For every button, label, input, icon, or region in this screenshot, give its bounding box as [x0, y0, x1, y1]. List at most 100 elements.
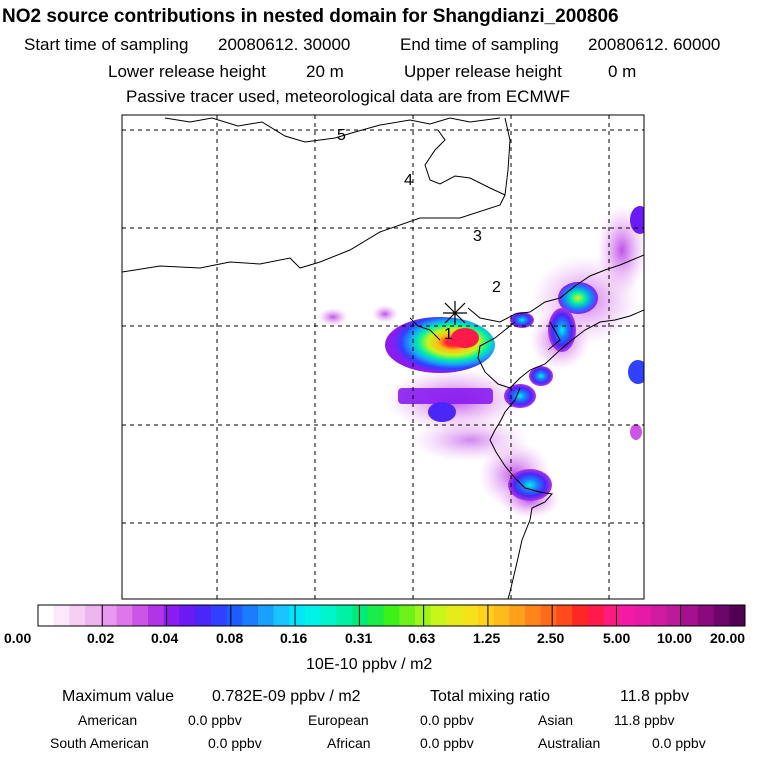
map-label-5: 5	[337, 127, 346, 144]
plume-cell	[630, 424, 642, 440]
colorbar-tick-label: 2.50	[537, 630, 565, 646]
coastline	[122, 117, 644, 599]
colorbar-swatch	[430, 605, 447, 626]
colorbar-tick-label: 0.00	[4, 630, 32, 646]
colorbar-tick-label: 0.31	[345, 630, 373, 646]
upper-height-value: 0 m	[608, 62, 637, 81]
region-value: 0.0 ppbv	[420, 735, 474, 751]
region-value: 0.0 ppbv	[208, 735, 262, 751]
map-label-1: 1	[444, 326, 453, 343]
colorbar-swatch	[509, 605, 526, 626]
colorbar-swatch	[572, 605, 589, 626]
plume-cell	[504, 384, 536, 408]
colorbar-tick-label: 0.08	[216, 630, 244, 646]
colorbar-swatch	[462, 605, 479, 626]
colorbar-swatch	[493, 605, 510, 626]
colorbar-tick-label: 20.00	[710, 630, 746, 646]
colorbar-swatch	[132, 605, 149, 626]
colorbar-swatch	[226, 605, 243, 626]
colorbar-swatch	[525, 605, 542, 626]
colorbar-units: 10E-10 ppbv / m2	[306, 656, 433, 673]
colorbar-swatch	[273, 605, 290, 626]
colorbar-swatch	[666, 605, 683, 626]
region-name: American	[78, 712, 138, 728]
colorbar-swatch	[415, 605, 432, 626]
colorbar-swatch	[305, 605, 322, 626]
colorbar-swatch	[697, 605, 714, 626]
colorbar-swatch	[399, 605, 416, 626]
plume-cell	[548, 308, 576, 352]
colorbar-swatch	[116, 605, 133, 626]
plume-cell	[508, 469, 552, 501]
region-name: South American	[50, 735, 149, 751]
region-name: Asian	[538, 712, 574, 728]
total-mixing-label: Total mixing ratio	[430, 688, 551, 705]
chart-title: NO2 source contributions in nested domai…	[2, 6, 619, 27]
region-name: European	[308, 712, 369, 728]
colorbar-tick-label: 5.00	[603, 630, 631, 646]
end-time-label: End time of sampling	[400, 35, 559, 54]
map-label-4: 4	[404, 172, 413, 189]
colorbar-swatch	[163, 605, 180, 626]
plume-cell	[558, 282, 598, 314]
colorbar-swatch	[352, 605, 369, 626]
start-time-value: 20080612. 30000	[218, 35, 351, 54]
region-value: 0.0 ppbv	[420, 712, 474, 728]
plume-cell	[428, 402, 456, 422]
colorbar-swatch	[336, 605, 353, 626]
colorbar-swatch	[242, 605, 259, 626]
colorbar-swatch	[85, 605, 102, 626]
colorbar-swatch	[147, 605, 165, 626]
colorbar-swatch	[713, 605, 730, 626]
receptor-marker-icon	[443, 301, 467, 325]
plume-cell	[630, 206, 644, 234]
plume-cell	[398, 388, 493, 404]
colorbar-swatch	[682, 605, 699, 626]
plume-cell	[318, 308, 348, 326]
plume-max	[451, 328, 479, 348]
colorbar-swatch	[289, 605, 306, 626]
colorbar-tick-label: 0.04	[151, 630, 179, 646]
region-value: 0.0 ppbv	[188, 712, 242, 728]
colorbar-swatch	[383, 605, 400, 626]
plume-cell	[510, 312, 534, 328]
colorbar-tick-label: 1.25	[473, 630, 501, 646]
max-value-label: Maximum value	[62, 688, 175, 705]
region-value: 11.8 ppbv	[614, 712, 675, 728]
colorbar-swatch	[179, 605, 196, 626]
end-time-value: 20080612. 60000	[588, 35, 721, 54]
colorbar-tick-label: 0.63	[408, 630, 436, 646]
colorbar-tick-label: 0.02	[87, 630, 115, 646]
colorbar-swatch	[100, 605, 117, 626]
colorbar-swatch	[257, 605, 275, 626]
plume-cell	[628, 360, 644, 384]
colorbar-swatch	[603, 605, 620, 626]
map-figure: 1 2 3 4 5	[37, 114, 746, 627]
region-name: Australian	[538, 735, 601, 751]
lower-height-label: Lower release height	[108, 62, 266, 81]
colorbar-swatch	[53, 605, 70, 626]
colorbar-tick-label: 0.16	[280, 630, 308, 646]
colorbar-swatch	[367, 605, 385, 626]
colorbar-swatch	[556, 605, 573, 626]
colorbar-swatch	[446, 605, 463, 626]
colorbar-swatch	[210, 605, 227, 626]
data-source-note: Passive tracer used, meteorological data…	[126, 87, 571, 106]
lower-height-value: 20 m	[306, 62, 344, 81]
colorbar-swatch	[69, 605, 86, 626]
plume-cell	[529, 366, 553, 386]
map-label-2: 2	[492, 279, 501, 296]
concentration-field	[318, 205, 644, 518]
start-time-label: Start time of sampling	[24, 35, 189, 54]
colorbar-swatch	[195, 605, 212, 626]
colorbar-swatch	[635, 605, 652, 626]
region-value: 0.0 ppbv	[652, 735, 706, 751]
max-value: 0.782E-09 ppbv / m2	[212, 688, 361, 705]
upper-height-label: Upper release height	[404, 62, 562, 81]
colorbar-swatch	[587, 605, 604, 626]
region-name: African	[327, 735, 371, 751]
plume-cell	[372, 305, 398, 323]
colorbar-swatch	[650, 605, 667, 626]
colorbar	[37, 604, 746, 627]
colorbar-swatch	[477, 605, 495, 626]
